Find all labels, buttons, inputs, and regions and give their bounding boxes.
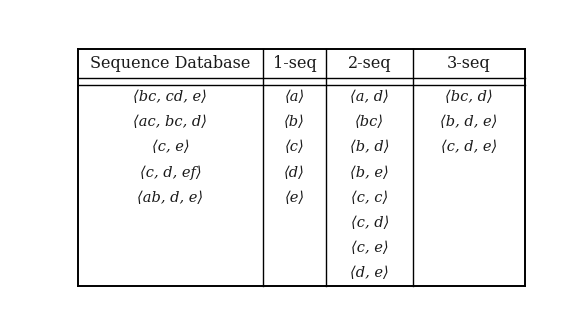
Text: ⟨c, e⟩: ⟨c, e⟩ [351, 241, 389, 255]
Text: ⟨b⟩: ⟨b⟩ [284, 115, 305, 129]
Text: ⟨c⟩: ⟨c⟩ [285, 141, 305, 155]
Text: ⟨b, d, e⟩: ⟨b, d, e⟩ [440, 115, 497, 129]
Text: ⟨d⟩: ⟨d⟩ [284, 166, 305, 180]
Text: ⟨c, e⟩: ⟨c, e⟩ [152, 141, 189, 155]
Text: ⟨e⟩: ⟨e⟩ [285, 191, 305, 205]
Text: Sequence Database: Sequence Database [90, 55, 250, 72]
Text: ⟨bc, cd, e⟩: ⟨bc, cd, e⟩ [133, 90, 208, 104]
Text: 1-seq: 1-seq [273, 55, 316, 72]
Text: ⟨ab, d, e⟩: ⟨ab, d, e⟩ [137, 191, 203, 205]
Text: 2-seq: 2-seq [348, 55, 392, 72]
Text: ⟨c, d⟩: ⟨c, d⟩ [350, 216, 389, 230]
Text: ⟨d, e⟩: ⟨d, e⟩ [350, 267, 389, 281]
Text: ⟨bc, d⟩: ⟨bc, d⟩ [445, 90, 493, 104]
Text: ⟨c, d, e⟩: ⟨c, d, e⟩ [440, 141, 497, 155]
Text: 3-seq: 3-seq [447, 55, 491, 72]
Text: ⟨ac, bc, d⟩: ⟨ac, bc, d⟩ [133, 115, 208, 129]
Text: ⟨a, d⟩: ⟨a, d⟩ [350, 90, 389, 104]
Text: ⟨b, d⟩: ⟨b, d⟩ [350, 141, 389, 155]
Text: ⟨bc⟩: ⟨bc⟩ [355, 115, 385, 129]
Text: ⟨b, e⟩: ⟨b, e⟩ [350, 166, 389, 180]
Text: ⟨c, d, ef⟩: ⟨c, d, ef⟩ [139, 165, 201, 180]
Text: ⟨c, c⟩: ⟨c, c⟩ [351, 191, 388, 205]
Text: ⟨a⟩: ⟨a⟩ [285, 90, 305, 104]
